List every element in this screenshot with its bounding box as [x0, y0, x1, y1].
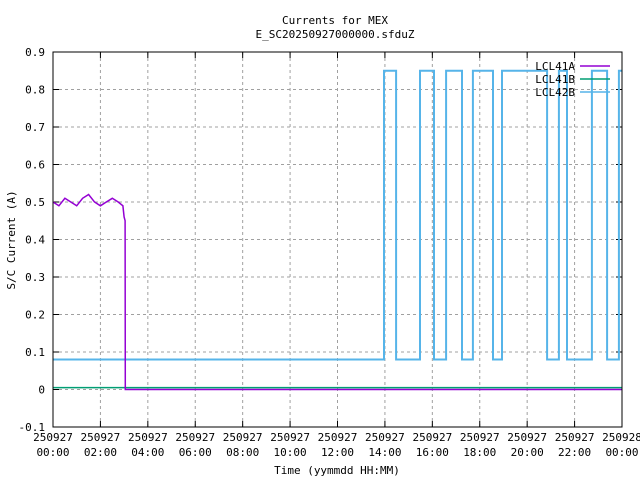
- series-line-lcl42b: [53, 69, 622, 361]
- x-tick-label-date: 250927: [507, 431, 547, 444]
- x-tick-label-time: 18:00: [463, 446, 496, 459]
- ticks: -0.1 0 0.1 0.2 0.3 0.4 0.5 0.6 0.7 0.8 0.9 250927 00…: [19, 46, 640, 459]
- legend-label: LCL41B: [535, 73, 575, 86]
- y-tick-label: 0.9: [25, 46, 45, 59]
- x-tick-label-time: 02:00: [84, 446, 117, 459]
- x-tick-label-date: 250927: [555, 431, 595, 444]
- x-tick-label-date: 250927: [412, 431, 452, 444]
- x-tick-label-date: 250927: [318, 431, 358, 444]
- chart-title: Currents for MEX: [282, 14, 388, 27]
- x-tick-label-time: 12:00: [321, 446, 354, 459]
- y-tick-label: 0.5: [25, 196, 45, 209]
- x-tick-label-time: 14:00: [368, 446, 401, 459]
- y-tick-label: 0.3: [25, 271, 45, 284]
- plot-frame: [52, 51, 623, 428]
- x-tick-label-date: 250927: [128, 431, 168, 444]
- x-tick-label-date: 250927: [175, 431, 215, 444]
- x-tick-label-time: 00:00: [36, 446, 69, 459]
- x-tick-label-time: 06:00: [179, 446, 212, 459]
- x-tick-label-time: 08:00: [226, 446, 259, 459]
- x-axis-label: Time (yymmdd HH:MM): [274, 464, 400, 477]
- series-line-lcl41a: [52, 193, 622, 391]
- y-axis-label: S/C Current (A): [5, 190, 18, 289]
- x-tick-label-time: 22:00: [558, 446, 591, 459]
- x-tick-label-date: 250927: [365, 431, 405, 444]
- x-tick-label-date: 250927: [81, 431, 121, 444]
- y-tick-label: -0.1: [19, 421, 46, 434]
- y-tick-label: 0.8: [25, 84, 45, 97]
- y-tick-label: 0.7: [25, 121, 45, 134]
- x-tick-label-time: 20:00: [511, 446, 544, 459]
- x-tick-label-time: 04:00: [131, 446, 164, 459]
- legend-label: LCL42B: [535, 86, 575, 99]
- series: [52, 69, 622, 391]
- y-tick-label: 0: [38, 384, 45, 397]
- x-tick-label-time: 10:00: [274, 446, 307, 459]
- x-tick-label-date: 250928: [602, 431, 640, 444]
- legend-label: LCL41A: [535, 60, 575, 73]
- grid: [53, 52, 622, 427]
- chart-subtitle: E_SC20250927000000.sfduZ: [256, 28, 415, 41]
- x-tick-label-date: 250927: [33, 431, 73, 444]
- y-tick-label: 0.1: [25, 346, 45, 359]
- x-tick-label-time: 00:00: [605, 446, 638, 459]
- y-tick-label: 0.2: [25, 309, 45, 322]
- x-tick-label-date: 250927: [270, 431, 310, 444]
- x-tick-label-date: 250927: [460, 431, 500, 444]
- y-tick-label: 0.4: [25, 234, 45, 247]
- x-tick-label-date: 250927: [223, 431, 263, 444]
- x-tick-label-time: 16:00: [416, 446, 449, 459]
- y-tick-label: 0.6: [25, 159, 45, 172]
